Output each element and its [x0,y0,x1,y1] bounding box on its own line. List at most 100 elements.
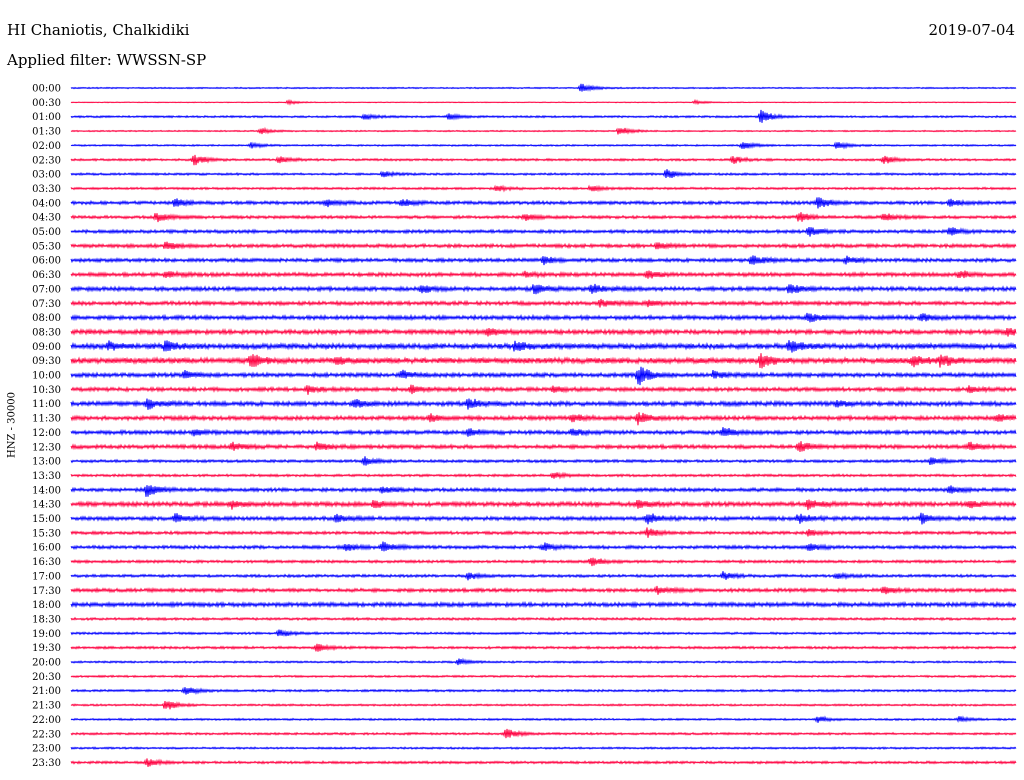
time-label: 20:00 [32,658,61,669]
seismic-trace [70,600,1017,609]
seismic-trace [70,512,1017,525]
time-label: 16:00 [32,543,61,554]
time-label: 11:00 [32,399,61,410]
time-label: 00:00 [32,84,61,95]
station-title: HI Chaniotis, Chalkidiki [7,21,190,39]
time-label: 14:00 [32,485,61,496]
seismic-trace [70,758,1017,767]
time-label: 17:30 [32,586,61,597]
seismic-trace [70,629,1017,637]
time-label: 13:00 [32,457,61,468]
time-label: 23:30 [32,758,61,769]
time-label: 03:30 [32,184,61,195]
seismic-trace [70,312,1017,323]
seismic-trace [70,298,1017,308]
time-label: 23:00 [32,744,61,755]
seismic-trace [70,366,1017,386]
time-label: 15:30 [32,528,61,539]
time-label: 07:00 [32,284,61,295]
time-label: 08:30 [32,327,61,338]
seismic-trace [70,184,1017,193]
seismic-trace [70,384,1017,395]
seismic-trace [70,441,1017,452]
record-date: 2019-07-04 [928,21,1015,39]
time-label: 04:00 [32,198,61,209]
time-label: 22:00 [32,715,61,726]
time-label: 02:30 [32,155,61,166]
time-label: 05:30 [32,241,61,252]
seismic-trace [70,412,1017,426]
seismic-trace [70,154,1017,166]
seismic-trace [70,212,1017,223]
seismic-trace [70,327,1017,337]
time-label: 15:00 [32,514,61,525]
time-label: 09:30 [32,356,61,367]
time-label: 19:30 [32,643,61,654]
time-label: 21:00 [32,686,61,697]
time-label: 14:30 [32,500,61,511]
seismic-trace [70,557,1017,567]
seismic-trace [70,226,1017,237]
seismic-trace [70,456,1017,466]
seismic-trace [70,270,1017,279]
time-label: 02:00 [32,141,61,152]
seismic-trace [70,657,1017,666]
time-label: 17:00 [32,571,61,582]
time-label: 01:00 [32,112,61,123]
time-label: 12:00 [32,428,61,439]
seismic-trace [70,728,1017,739]
seismic-trace [70,141,1017,150]
seismic-trace [70,585,1017,595]
time-label: 10:30 [32,385,61,396]
filter-label: Applied filter: WWSSN-SP [7,51,207,69]
seismic-trace [70,701,1017,710]
time-label: 11:30 [32,414,61,425]
seismic-trace [70,427,1017,437]
time-label: 04:30 [32,213,61,224]
time-label: 16:30 [32,557,61,568]
seismic-trace [70,471,1017,480]
time-label: 13:30 [32,471,61,482]
time-label: 18:00 [32,600,61,611]
seismic-trace [70,527,1017,538]
seismic-trace [70,98,1017,106]
time-label: 20:30 [32,672,61,683]
time-label: 03:00 [32,170,61,181]
seismic-trace [70,541,1017,552]
time-label: 07:30 [32,299,61,310]
time-label: 05:00 [32,227,61,238]
seismic-trace [70,83,1017,92]
seismic-trace [70,674,1017,679]
time-label: 08:00 [32,313,61,324]
seismic-trace [70,616,1017,622]
seismic-trace [70,109,1017,123]
time-label: 00:30 [32,98,61,109]
seismic-trace [70,340,1017,353]
time-label: 12:30 [32,442,61,453]
seismic-trace [70,746,1017,751]
seismic-trace [70,485,1017,497]
seismic-trace [70,241,1017,250]
time-label: 21:30 [32,701,61,712]
seismic-trace [70,687,1017,696]
seismic-trace [70,398,1017,410]
seismic-trace [70,283,1017,295]
time-label: 19:00 [32,629,61,640]
seismic-trace [70,571,1017,581]
time-label: 10:00 [32,371,61,382]
seismic-trace [70,197,1017,209]
seismic-trace [70,715,1017,723]
time-label: 01:30 [32,127,61,138]
time-label: 09:00 [32,342,61,353]
time-label: 06:30 [32,270,61,281]
time-label: 06:00 [32,256,61,267]
seismic-trace [70,255,1017,266]
time-label: 18:30 [32,614,61,625]
seismic-trace [70,169,1017,178]
time-label: 22:30 [32,729,61,740]
seismic-trace [70,353,1017,369]
seismic-trace [70,126,1017,135]
seismic-trace [70,643,1017,652]
seismic-trace [70,499,1017,511]
